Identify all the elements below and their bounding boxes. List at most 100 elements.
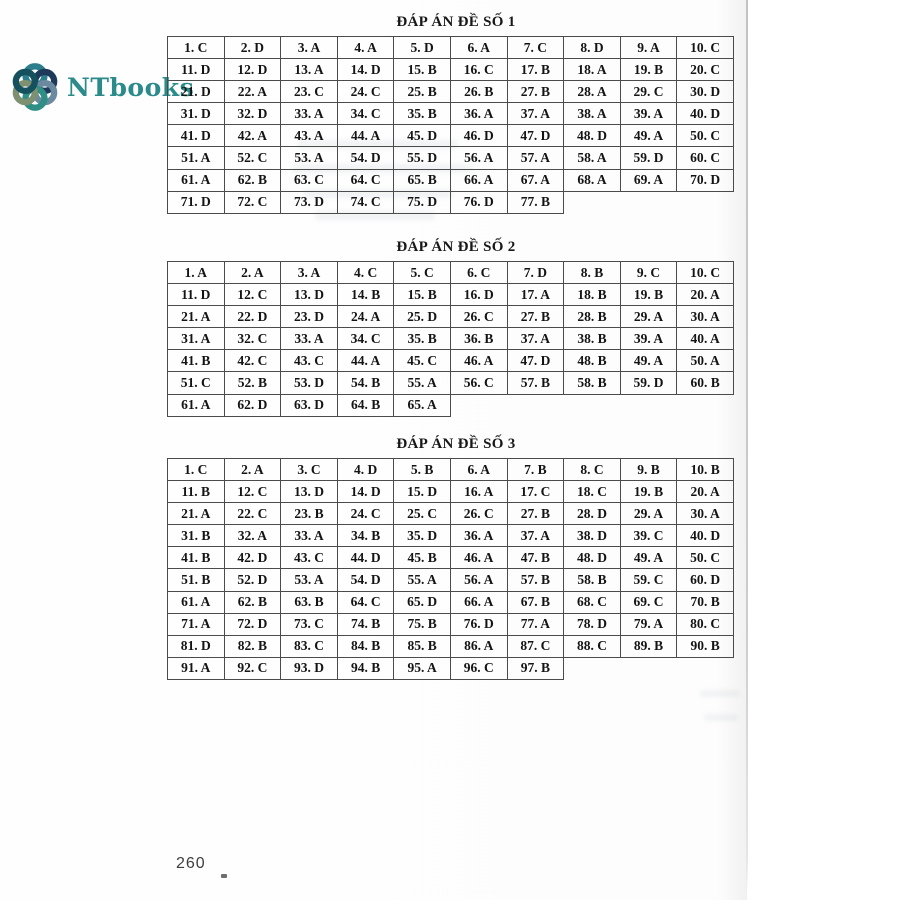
answer-cell: 6. A: [449, 36, 508, 60]
answer-cell: 76. D: [449, 190, 508, 214]
answer-cell: 1. C: [167, 36, 225, 60]
section-title: ĐÁP ÁN ĐỀ SỐ 3: [396, 436, 516, 452]
answer-cell: 89. B: [619, 634, 678, 658]
answer-row: 1. C 2. A 3. C 4. D 5. B 6. A 7. B 8. C 9. B 10. …: [167, 458, 734, 482]
print-speck: [221, 874, 227, 878]
page-number: 260: [176, 855, 206, 872]
answer-cell: 61. A: [167, 393, 225, 417]
answer-cell: 27. B: [506, 502, 565, 526]
answer-cell: 32. A: [223, 524, 282, 548]
answer-cell: 61. A: [167, 590, 225, 614]
answer-cell: 50. A: [676, 349, 734, 373]
answer-cell: 30. D: [676, 80, 734, 104]
answer-cell: 27. B: [506, 305, 565, 329]
answer-cell: 56. A: [449, 568, 508, 592]
answer-cell: 13. D: [280, 480, 338, 504]
answer-row: 61. A 62. B 63. B 64. C 65. D 66. A 67. B 68. C…: [167, 590, 734, 614]
answer-cell: 16. A: [449, 480, 508, 504]
answer-cell: 45. D: [393, 124, 451, 148]
answer-cell: 3. A: [280, 261, 338, 285]
answer-cell: 8. C: [563, 458, 621, 482]
answer-cell: 23. C: [280, 80, 338, 104]
answer-cell: 37. A: [506, 102, 565, 126]
answer-cell: 18. B: [563, 283, 621, 307]
knot-flower-icon: [8, 58, 62, 116]
answer-cell: 63. D: [280, 393, 338, 417]
answer-cell: 49. A: [619, 546, 678, 570]
answer-cell: 25. B: [393, 80, 451, 104]
answer-cell: 66. A: [449, 168, 508, 192]
answer-cell: 54. B: [336, 371, 395, 395]
answer-cell: 78. D: [563, 612, 621, 636]
answer-cell: 45. B: [393, 546, 451, 570]
answer-cell: 59. D: [619, 146, 678, 170]
answer-row: 81. D 82. B 83. C 84. B 85. B 86. A 87. C 88. C…: [167, 634, 734, 658]
answer-cell: 30. A: [676, 305, 734, 329]
answer-cell: 7. B: [506, 458, 565, 482]
answer-cell: 58. A: [563, 146, 621, 170]
answer-cell: 29. A: [619, 305, 678, 329]
answer-cell: 38. D: [563, 524, 621, 548]
answer-cell: 55. A: [393, 371, 451, 395]
answer-cell: 54. D: [336, 146, 395, 170]
answer-cell: 33. A: [280, 102, 338, 126]
answer-cell: 36. B: [449, 327, 508, 351]
answer-cell: 43. A: [280, 124, 338, 148]
answer-cell: 29. C: [619, 80, 678, 104]
answer-cell: 15. D: [393, 480, 451, 504]
answer-cell: 48. B: [563, 349, 621, 373]
answer-cell: 21. A: [167, 502, 225, 526]
answer-cell: 14. B: [336, 283, 395, 307]
answer-cell: 28. B: [563, 305, 621, 329]
answer-cell: 32. C: [223, 327, 282, 351]
answer-cell: 65. D: [393, 590, 451, 614]
answer-cell: 54. D: [336, 568, 395, 592]
answer-cell: 53. D: [280, 371, 338, 395]
answer-cell: 35. D: [393, 524, 451, 548]
answer-cell: 41. B: [167, 349, 225, 373]
answer-cell: 90. B: [676, 634, 734, 658]
answer-row: 1. A 2. A 3. A 4. C 5. C 6. C 7. D 8. B 9. C 10. …: [167, 261, 734, 285]
answer-cell: 49. A: [619, 124, 678, 148]
answer-cell: 21. D: [167, 80, 225, 104]
answer-cell: 40. A: [676, 327, 734, 351]
answer-cell: 15. B: [393, 283, 451, 307]
page-edge-line: [746, 0, 748, 894]
answer-cell: 47. B: [506, 546, 565, 570]
answer-cell: 16. D: [449, 283, 508, 307]
answer-cell: 17. A: [506, 283, 565, 307]
answer-cell: 1. A: [167, 261, 225, 285]
answer-cell: 86. A: [449, 634, 508, 658]
answer-cell: 47. D: [506, 349, 565, 373]
answer-cell: 12. C: [223, 480, 282, 504]
answer-row: 51. A 52. C 53. A 54. D 55. D 56. A 57. A 58. A…: [167, 146, 734, 170]
answer-cell: 43. C: [280, 349, 338, 373]
answer-cell: 24. C: [336, 502, 395, 526]
show-through-smudge: [704, 714, 738, 721]
answer-cell: 31. B: [167, 524, 225, 548]
answer-cell: 93. D: [280, 656, 338, 680]
answer-cell: 80. C: [676, 612, 734, 636]
answer-cell: 24. A: [336, 305, 395, 329]
answer-cell: 8. D: [563, 36, 621, 60]
answer-cell: 12. C: [223, 283, 282, 307]
answer-cell: 16. C: [449, 58, 508, 82]
answer-cell: 35. B: [393, 102, 451, 126]
answer-cell: 46. A: [449, 349, 508, 373]
answer-cell: 33. A: [280, 327, 338, 351]
answer-cell: 10. C: [676, 36, 734, 60]
answer-row: 11. B 12. C 13. D 14. D 15. D 16. A 17. C 18. C…: [167, 480, 734, 504]
answer-cell: 52. D: [223, 568, 282, 592]
answer-cell: 56. A: [449, 146, 508, 170]
answer-cell: 52. C: [223, 146, 282, 170]
answer-cell: 51. A: [167, 146, 225, 170]
answer-cell: 43. C: [280, 546, 338, 570]
answer-row: 11. D 12. D 13. A 14. D 15. B 16. C 17. B 18. A…: [167, 58, 734, 82]
answer-cell: 77. B: [506, 190, 565, 214]
answer-cell: 44. A: [336, 124, 395, 148]
answer-row: 51. C 52. B 53. D 54. B 55. A 56. C 57. B 58. B…: [167, 371, 734, 395]
answer-cell: 22. D: [223, 305, 282, 329]
answer-cell: 42. A: [223, 124, 282, 148]
